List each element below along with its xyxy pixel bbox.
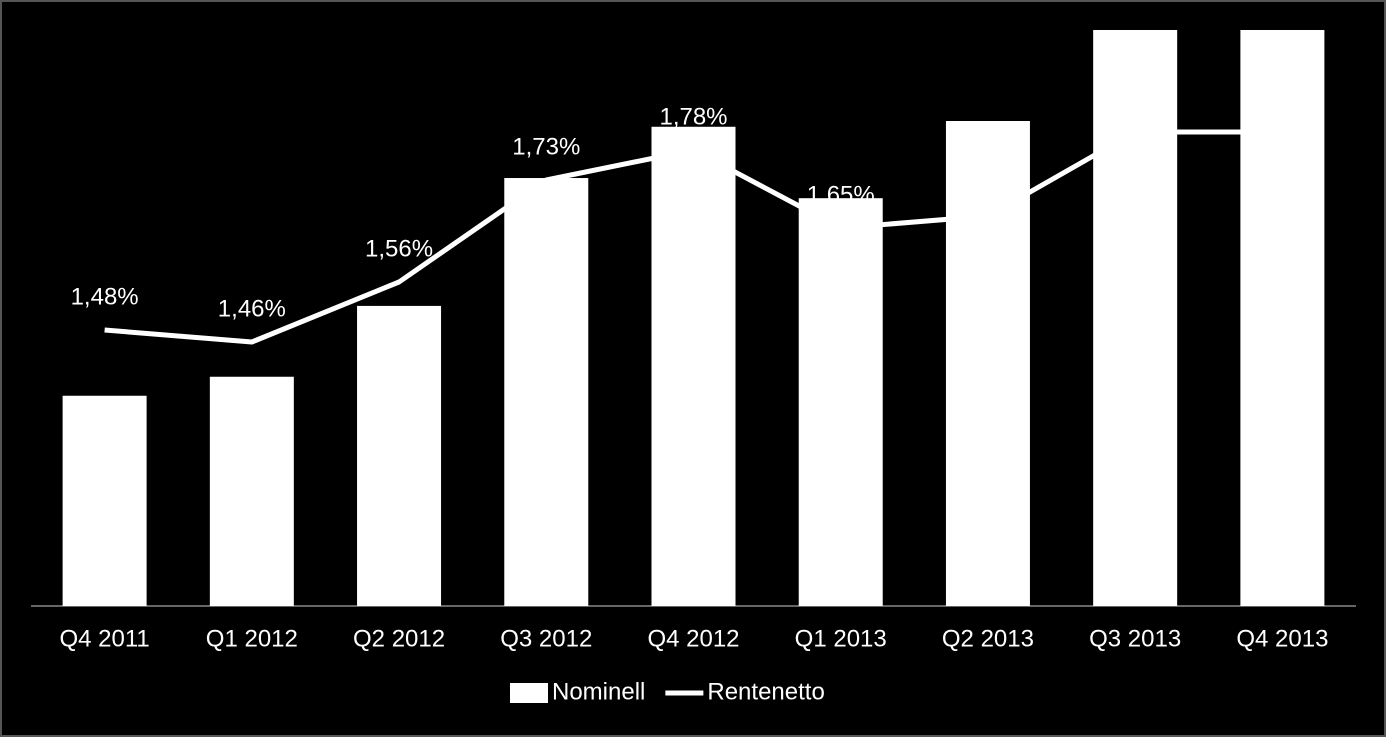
data-label: 1,56% <box>365 235 433 262</box>
bar <box>357 305 442 606</box>
x-tick-label: Q4 2011 <box>59 625 149 652</box>
x-tick-label: Q4 2013 <box>1236 625 1328 652</box>
legend-swatch <box>510 683 548 703</box>
data-label: 1,73% <box>512 133 580 160</box>
x-tick-label: Q4 2012 <box>647 625 739 652</box>
bar <box>798 198 883 606</box>
data-label: 1,78% <box>659 103 727 130</box>
data-label: 1,46% <box>218 295 286 322</box>
legend-label: Nominell <box>552 678 645 705</box>
bar <box>209 376 294 606</box>
x-tick-label: Q1 2012 <box>206 625 298 652</box>
bar <box>945 121 1030 607</box>
bar <box>1240 30 1325 606</box>
bar <box>62 395 147 606</box>
x-tick-label: Q3 2012 <box>500 625 592 652</box>
legend-label: Rentenetto <box>707 678 824 705</box>
bar <box>504 178 589 607</box>
x-tick-label: Q2 2012 <box>353 625 445 652</box>
bar <box>651 126 736 606</box>
data-label: 1,48% <box>71 283 139 310</box>
bar <box>1093 30 1178 606</box>
x-tick-label: Q1 2013 <box>795 625 887 652</box>
x-tick-label: Q2 2013 <box>942 625 1034 652</box>
x-tick-label: Q3 2013 <box>1089 625 1181 652</box>
